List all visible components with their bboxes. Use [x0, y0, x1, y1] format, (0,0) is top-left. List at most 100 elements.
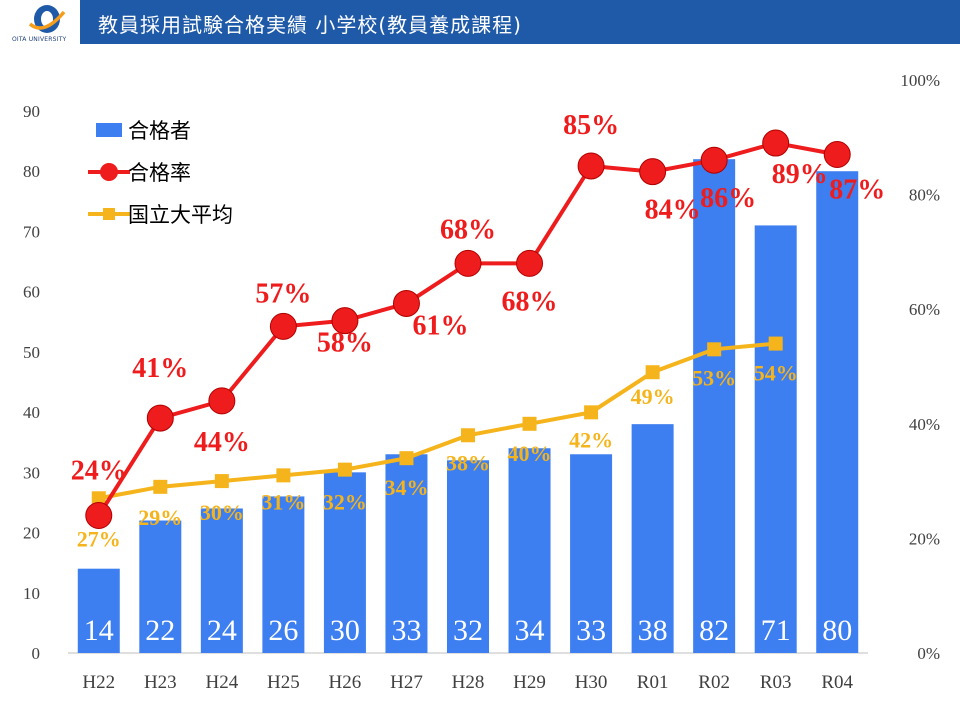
y-left-tick-label: 50 [23, 343, 40, 362]
university-logo: OITA UNIVERSITY [0, 0, 80, 46]
bar-value-label: 30 [330, 614, 360, 647]
page-title: 教員採用試験合格実績 小学校(教員養成課程) [98, 13, 522, 37]
rate-data-label: 89% [772, 159, 828, 190]
x-tick-label: H28 [452, 672, 485, 693]
x-tick-label: R03 [760, 672, 792, 693]
x-tick-label: H27 [390, 672, 423, 693]
rate-point [331, 307, 359, 335]
bar [77, 568, 120, 653]
average-data-label: 42% [569, 427, 613, 452]
y-left-tick-label: 40 [23, 403, 40, 422]
rate-data-label: 61% [412, 310, 468, 341]
logo-mark-icon [28, 5, 66, 33]
rate-data-label: 85% [563, 110, 619, 141]
rate-data-label: 58% [317, 328, 373, 359]
rate-point [639, 158, 667, 186]
bar [323, 472, 366, 653]
rate-point [392, 289, 420, 317]
average-point [584, 405, 599, 420]
bar-value-label: 82 [699, 614, 729, 647]
bar [631, 424, 674, 653]
x-tick-label: H25 [267, 672, 300, 693]
average-data-label: 31% [261, 489, 305, 514]
bar [139, 520, 182, 653]
y-left-tick-label: 10 [23, 584, 40, 603]
average-data-label: 53% [692, 365, 736, 390]
rate-point [516, 249, 544, 277]
legend-swatch-rate-marker [100, 163, 118, 181]
bar-value-label: 33 [576, 614, 606, 647]
x-tick-label: H24 [205, 672, 238, 693]
bar [447, 460, 489, 653]
x-tick-label: R01 [637, 672, 669, 693]
x-tick-label: H29 [513, 672, 546, 693]
average-data-label: 38% [446, 450, 490, 475]
legend-swatch-average-marker [103, 208, 115, 220]
average-data-label: 27% [77, 526, 121, 551]
average-data-label: 32% [323, 490, 367, 515]
bar-value-label: 26 [268, 614, 298, 647]
bar-value-label: 24 [207, 614, 237, 647]
y-left-tick-label: 60 [23, 283, 40, 302]
y-left-tick-label: 20 [23, 524, 40, 543]
bar-value-label: 34 [515, 614, 545, 647]
bar-value-label: 32 [453, 614, 483, 647]
rate-point [269, 312, 297, 340]
logo-text: OITA UNIVERSITY [12, 36, 67, 43]
average-data-label: 29% [138, 505, 182, 530]
y-right-tick-label: 0% [917, 644, 940, 663]
x-tick-label: R02 [698, 672, 730, 693]
legend-label: 国立大平均 [128, 203, 233, 227]
bar-value-label: 14 [84, 614, 114, 647]
average-point [399, 451, 414, 466]
bar [816, 171, 859, 653]
bar-value-label: 71 [761, 614, 791, 647]
average-point [91, 491, 106, 506]
bar-value-label: 80 [822, 614, 852, 647]
bar-value-label: 33 [391, 614, 421, 647]
bar [693, 159, 736, 653]
y-left-tick-label: 90 [23, 102, 40, 121]
average-point [645, 365, 660, 380]
rate-data-label: 68% [502, 286, 558, 317]
legend-swatch-bar [96, 123, 122, 137]
bar-value-label: 22 [145, 614, 175, 647]
y-right-tick-label: 20% [909, 529, 940, 548]
average-data-label: 49% [631, 384, 675, 409]
average-point [214, 474, 229, 489]
rate-point [577, 152, 605, 180]
rate-point [146, 404, 174, 432]
rate-point [700, 146, 728, 174]
bar [385, 454, 428, 653]
y-right-tick-label: 40% [909, 415, 940, 434]
x-tick-label: H30 [575, 672, 608, 693]
rate-data-label: 87% [829, 174, 885, 205]
average-point [276, 468, 291, 483]
y-left-tick-label: 80 [23, 162, 40, 181]
y-right-tick-label: 80% [909, 186, 940, 205]
bar [200, 508, 243, 653]
y-left-tick-label: 30 [23, 463, 40, 482]
rate-point [208, 387, 236, 415]
rate-data-label: 44% [194, 427, 250, 458]
legend-label: 合格率 [128, 161, 191, 185]
y-left-tick-label: 70 [23, 222, 40, 241]
chart-area: 0 10 20 30 40 50 60 70 80 90 0% 20% 40% 60% 80% 100% H22… [23, 71, 940, 693]
bar [262, 496, 305, 653]
rate-point [454, 249, 482, 277]
average-point [337, 462, 352, 477]
x-tick-label: H26 [329, 672, 362, 693]
x-tick-label: H23 [144, 672, 177, 693]
average-data-label: 40% [508, 441, 552, 466]
rate-point [762, 129, 790, 157]
average-point [153, 479, 168, 494]
rate-data-label: 57% [255, 278, 311, 309]
average-line [98, 341, 776, 501]
bar-value-label: 38 [638, 614, 668, 647]
average-data-label: 30% [200, 500, 244, 525]
rate-data-label: 68% [440, 214, 496, 245]
x-tick-label: H22 [82, 672, 115, 693]
y-left-tick-label: 0 [32, 644, 41, 663]
rate-data-label: 86% [700, 183, 756, 214]
rate-point [85, 501, 113, 529]
